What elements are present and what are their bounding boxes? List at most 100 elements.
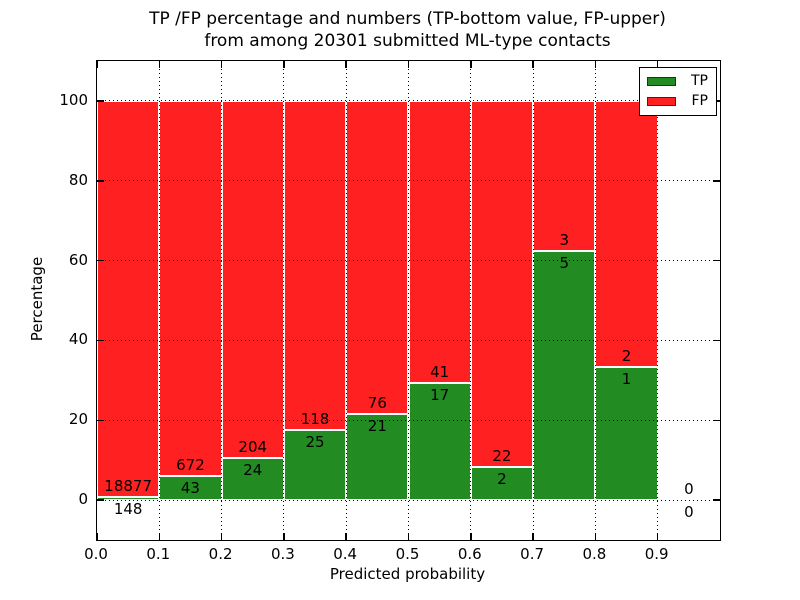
bar-label-fp: 118 — [300, 410, 330, 429]
legend-swatch-tp-icon — [647, 77, 676, 86]
y-tick-label: 80 — [68, 170, 88, 189]
x-tick-mark-bottom — [532, 533, 534, 540]
bar-segment-tp — [533, 250, 596, 501]
x-tick-label: 0.0 — [84, 545, 108, 563]
legend-item-fp: FP — [647, 94, 708, 109]
bar-label-fp: 76 — [367, 393, 387, 412]
x-axis-label: Predicted probability — [329, 565, 486, 583]
bar-label-fp: 2 — [621, 347, 632, 366]
y-tick-label: 0 — [78, 490, 88, 509]
x-tick-mark-top — [532, 61, 534, 68]
x-tick-mark-bottom — [158, 533, 161, 540]
y-tick-label: 60 — [68, 250, 88, 269]
y-tick-label: 100 — [59, 90, 88, 109]
x-tick-label: 0.8 — [582, 545, 607, 563]
y-tick-mark-left — [97, 339, 104, 342]
x-tick-mark-top — [345, 61, 347, 68]
bar-label-fp: 22 — [492, 446, 512, 465]
bar-segment-fp — [283, 100, 347, 431]
plot-area: TP FP 18877 148 672 43 204 24 118 25 76 21 41 17 22 2… — [96, 60, 721, 541]
bar-label-fp: 18877 — [104, 476, 153, 495]
x-tick-label: 0.2 — [208, 545, 233, 563]
gridline-vertical — [221, 61, 223, 540]
gridline-vertical — [408, 61, 409, 540]
bar-segment-tp — [159, 476, 222, 501]
chart-title-line2: from among 20301 submitted ML-type conta… — [204, 31, 611, 51]
y-tick-mark-right — [713, 180, 720, 182]
x-tick-mark-bottom — [283, 533, 285, 540]
x-tick-mark-top — [220, 61, 223, 68]
x-tick-mark-top — [470, 61, 472, 68]
y-tick-mark-right — [713, 419, 720, 421]
gridline-vertical — [283, 61, 285, 540]
bar-segment-fp — [595, 100, 658, 368]
x-tick-label: 0.6 — [457, 545, 482, 563]
bar-segment-fp — [533, 100, 596, 251]
x-tick-mark-top — [407, 61, 410, 68]
y-tick-label: 20 — [68, 410, 88, 429]
bar-segment-tp — [470, 466, 534, 501]
x-tick-mark-bottom — [470, 533, 472, 540]
bar-label-fp: 0 — [684, 480, 694, 499]
bar-label-tp: 43 — [180, 479, 200, 498]
bar-label-fp: 672 — [176, 456, 205, 475]
bar-label-tp: 1 — [621, 370, 632, 389]
bar-segment-fp — [159, 100, 222, 477]
bar-label-tp: 148 — [113, 499, 143, 518]
x-tick-mark-top — [283, 61, 285, 68]
bar-segment-fp — [470, 100, 534, 467]
x-tick-mark-top — [96, 61, 98, 68]
legend-label-fp: FP — [691, 93, 709, 109]
x-tick-mark-bottom — [96, 533, 98, 540]
bar-label-tp: 25 — [305, 433, 325, 452]
y-tick-mark-left — [97, 419, 104, 421]
x-tick-mark-bottom — [407, 533, 410, 540]
x-tick-mark-bottom — [594, 533, 597, 540]
y-tick-label: 40 — [68, 330, 88, 349]
y-tick-mark-left — [97, 180, 104, 182]
x-tick-mark-bottom — [345, 533, 347, 540]
x-tick-label: 0.1 — [146, 545, 171, 563]
y-tick-mark-right — [713, 499, 720, 501]
y-tick-mark-left — [97, 499, 104, 501]
x-tick-mark-top — [158, 61, 161, 68]
bar-label-tp: 17 — [430, 386, 450, 405]
x-tick-mark-bottom — [656, 533, 659, 540]
x-tick-label: 0.5 — [395, 545, 420, 563]
bar-label-fp: 41 — [430, 363, 450, 382]
gridline-vertical — [470, 61, 472, 540]
bar-segment-tp — [283, 430, 347, 501]
y-tick-mark-right — [713, 259, 720, 262]
chart-title-line1: TP /FP percentage and numbers (TP-bottom… — [149, 9, 666, 29]
x-tick-label: 0.7 — [520, 545, 545, 563]
y-tick-mark-right — [713, 339, 720, 342]
x-tick-mark-bottom — [220, 533, 223, 540]
bar-label-fp: 204 — [238, 438, 268, 457]
gridline-vertical — [532, 61, 534, 540]
bar-label-tp: 5 — [559, 253, 570, 272]
gridline-vertical — [345, 61, 347, 540]
bar-segment-fp — [408, 100, 471, 384]
bar-segment-tp — [408, 383, 471, 501]
bar-label-tp: 2 — [497, 469, 507, 488]
x-tick-label: 0.3 — [270, 545, 295, 563]
gridline-vertical — [657, 61, 659, 540]
bar-segment-fp — [221, 100, 284, 459]
y-tick-mark-left — [97, 100, 104, 102]
chart-title: TP /FP percentage and numbers (TP-bottom… — [96, 8, 719, 52]
x-tick-label: 0.9 — [644, 545, 669, 563]
legend: TP FP — [639, 67, 717, 116]
y-tick-mark-left — [97, 259, 104, 262]
x-tick-mark-top — [656, 61, 659, 68]
x-tick-label: 0.4 — [333, 545, 358, 563]
gridline-vertical — [594, 61, 596, 540]
legend-swatch-fp-icon — [647, 97, 676, 106]
bar-label-fp: 3 — [559, 230, 570, 249]
bar-segment-tp — [595, 367, 658, 501]
bar-segment-tp — [97, 496, 160, 501]
bar-label-tp: 21 — [367, 416, 387, 435]
bar-segment-fp — [97, 100, 160, 497]
bar-segment-tp — [221, 458, 284, 501]
gridline-vertical — [158, 61, 160, 540]
